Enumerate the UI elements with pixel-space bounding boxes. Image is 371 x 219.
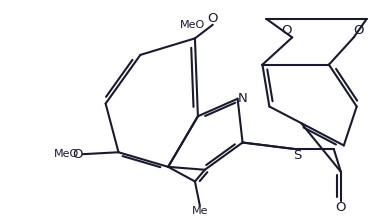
- Text: Me: Me: [192, 206, 208, 216]
- Text: S: S: [293, 149, 301, 162]
- Text: O: O: [282, 24, 292, 37]
- Text: O: O: [336, 201, 346, 214]
- Text: MeO: MeO: [180, 20, 206, 30]
- Text: O: O: [207, 12, 218, 25]
- Text: N: N: [237, 92, 247, 105]
- Text: O: O: [72, 148, 83, 161]
- Text: MeO: MeO: [54, 149, 79, 159]
- Text: O: O: [354, 24, 364, 37]
